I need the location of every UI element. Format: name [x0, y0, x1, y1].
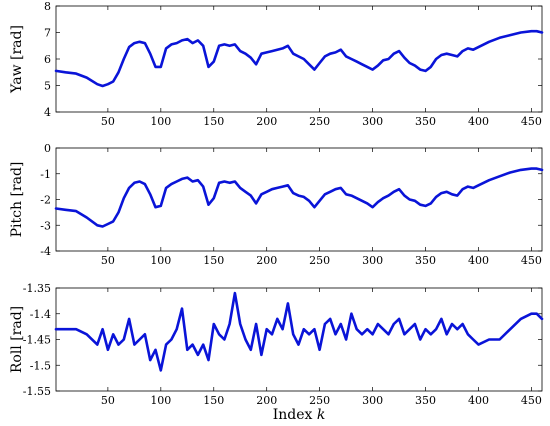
y-axis-label-1: Pitch [rad] [9, 162, 25, 238]
x-tick-label-2-200: 200 [256, 394, 277, 407]
y-tick-label-2: -1.4 [30, 308, 51, 321]
x-tick-label-2-300: 300 [362, 394, 383, 407]
x-tick-label-0-400: 400 [468, 115, 489, 128]
x-tick-label-2-100: 100 [150, 394, 171, 407]
y-tick-label-1: -3 [40, 219, 51, 232]
series-line-2-0 [54, 291, 544, 372]
x-axis-label: Index k [273, 407, 326, 423]
x-tick-label-1-450: 450 [521, 254, 542, 267]
y-tick-label-0: 6 [44, 53, 51, 66]
x-tick-label-2-250: 250 [309, 394, 330, 407]
plot-frame-1 [55, 147, 543, 252]
plot-frame-0 [55, 5, 543, 113]
x-tick-label-1-350: 350 [415, 254, 436, 267]
x-tick-label-1-50: 50 [101, 254, 115, 267]
y-tick-label-2: -1.5 [30, 359, 51, 372]
x-tick-label-0-450: 450 [521, 115, 542, 128]
y-tick-label-0: 5 [44, 80, 51, 93]
y-tick-label-0: 8 [44, 0, 51, 13]
y-tick-label-1: -4 [40, 245, 51, 258]
x-tick-label-1-250: 250 [309, 254, 330, 267]
x-tick-label-0-350: 350 [415, 115, 436, 128]
y-axis-label-2: Roll [rad] [9, 306, 25, 373]
series-line-0-0 [54, 29, 544, 88]
x-tick-label-2-400: 400 [468, 394, 489, 407]
x-tick-label-0-200: 200 [256, 115, 277, 128]
y-tick-label-2: -1.55 [23, 385, 51, 398]
x-tick-label-0-300: 300 [362, 115, 383, 128]
y-tick-label-1: 0 [44, 142, 51, 155]
y-tick-label-1: -2 [40, 194, 51, 207]
x-tick-label-2-150: 150 [203, 394, 224, 407]
series-line-1-0 [54, 167, 544, 228]
y-tick-label-0: 7 [44, 27, 51, 40]
x-tick-label-0-100: 100 [150, 115, 171, 128]
y-axis-label-0: Yaw [rad] [9, 25, 25, 94]
x-tick-label-1-400: 400 [468, 254, 489, 267]
y-tick-label-1: -1 [40, 168, 51, 181]
x-tick-label-2-50: 50 [101, 394, 115, 407]
x-tick-label-0-150: 150 [203, 115, 224, 128]
y-tick-label-2: -1.45 [23, 334, 51, 347]
x-tick-label-0-250: 250 [309, 115, 330, 128]
y-tick-label-0: 4 [44, 106, 51, 119]
y-tick-label-2: -1.35 [23, 282, 51, 295]
x-tick-label-2-450: 450 [521, 394, 542, 407]
x-tick-label-2-350: 350 [415, 394, 436, 407]
x-tick-label-0-50: 50 [101, 115, 115, 128]
x-tick-label-1-300: 300 [362, 254, 383, 267]
x-tick-label-1-150: 150 [203, 254, 224, 267]
x-tick-label-1-200: 200 [256, 254, 277, 267]
x-tick-label-1-100: 100 [150, 254, 171, 267]
